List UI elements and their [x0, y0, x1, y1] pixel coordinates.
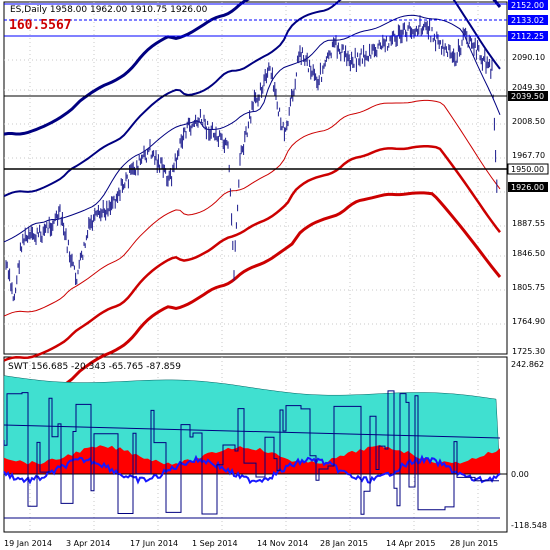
svg-text:1950.00: 1950.00 — [511, 165, 544, 174]
time-axis-label: 28 Jun 2015 — [450, 539, 498, 548]
indicator-scale-label: 0.00 — [511, 470, 529, 479]
swt-step-line — [3, 390, 499, 515]
upper-band-mid — [3, 0, 501, 198]
grid — [4, 2, 507, 354]
price-tag-1950: 1950.00 — [507, 163, 549, 175]
price-tag-2112: 2112.25 — [508, 31, 548, 41]
overlay-value-text: 160.5567 — [9, 18, 72, 33]
price-axis-label: 1846.50 — [512, 249, 545, 258]
svg-text:1926.00: 1926.00 — [511, 183, 544, 192]
price-panel — [3, 1, 508, 355]
time-axis-label: 14 Nov 2014 — [257, 539, 308, 548]
svg-text:2112.25: 2112.25 — [511, 32, 544, 41]
time-axis-label: 28 Jan 2015 — [320, 539, 368, 548]
price-tag-2133: 2133.02 — [508, 15, 548, 25]
time-axis-label: 14 Apr 2015 — [386, 539, 435, 548]
indicator-scale-label: -118.548 — [511, 521, 547, 530]
swt-layers — [3, 375, 507, 519]
swt-trend-line — [3, 424, 501, 439]
swt-oscillator-line — [3, 454, 501, 485]
price-tag-2152: 2152.00 — [508, 0, 548, 10]
time-axis-label: 17 Jun 2014 — [130, 539, 178, 548]
price-tag-2039: 2039.50 — [508, 91, 548, 101]
price-axis-label: 2008.50 — [512, 117, 545, 126]
indicator-header-text: SWT 156.685 -20.343 -65.765 -87.859 — [8, 362, 181, 372]
svg-text:2152.00: 2152.00 — [511, 1, 544, 10]
time-axis-label: 19 Jan 2014 — [4, 539, 52, 548]
lower-band-mid — [3, 145, 501, 362]
price-axis-label: 2090.10 — [512, 53, 545, 62]
time-axis-label: 3 Apr 2014 — [66, 539, 110, 548]
lower-band-thin — [3, 99, 501, 317]
price-bar-series — [5, 15, 498, 302]
time-axis-label: 1 Sep 2014 — [192, 539, 238, 548]
moving-average-line — [3, 14, 501, 243]
price-axis-label: 1887.55 — [512, 219, 545, 228]
lower-band-thick — [3, 191, 502, 406]
indicator-scale-label: 242.862 — [511, 360, 544, 369]
price-axis-label: 1967.70 — [512, 151, 545, 160]
price-tag-1926: 1926.00 — [508, 182, 548, 192]
svg-text:2133.02: 2133.02 — [511, 16, 544, 25]
price-axis-label: 2049.30 — [512, 83, 545, 92]
price-axis-label: 1805.75 — [512, 283, 545, 292]
symbol-info-text: ES,Daily 1958.00 1962.00 1910.75 1926.00 — [10, 5, 208, 15]
svg-text:2039.50: 2039.50 — [511, 92, 544, 101]
price-series — [5, 15, 498, 302]
price-axis-label: 1764.90 — [512, 317, 545, 326]
price-axis-label: 1725.30 — [512, 347, 545, 356]
